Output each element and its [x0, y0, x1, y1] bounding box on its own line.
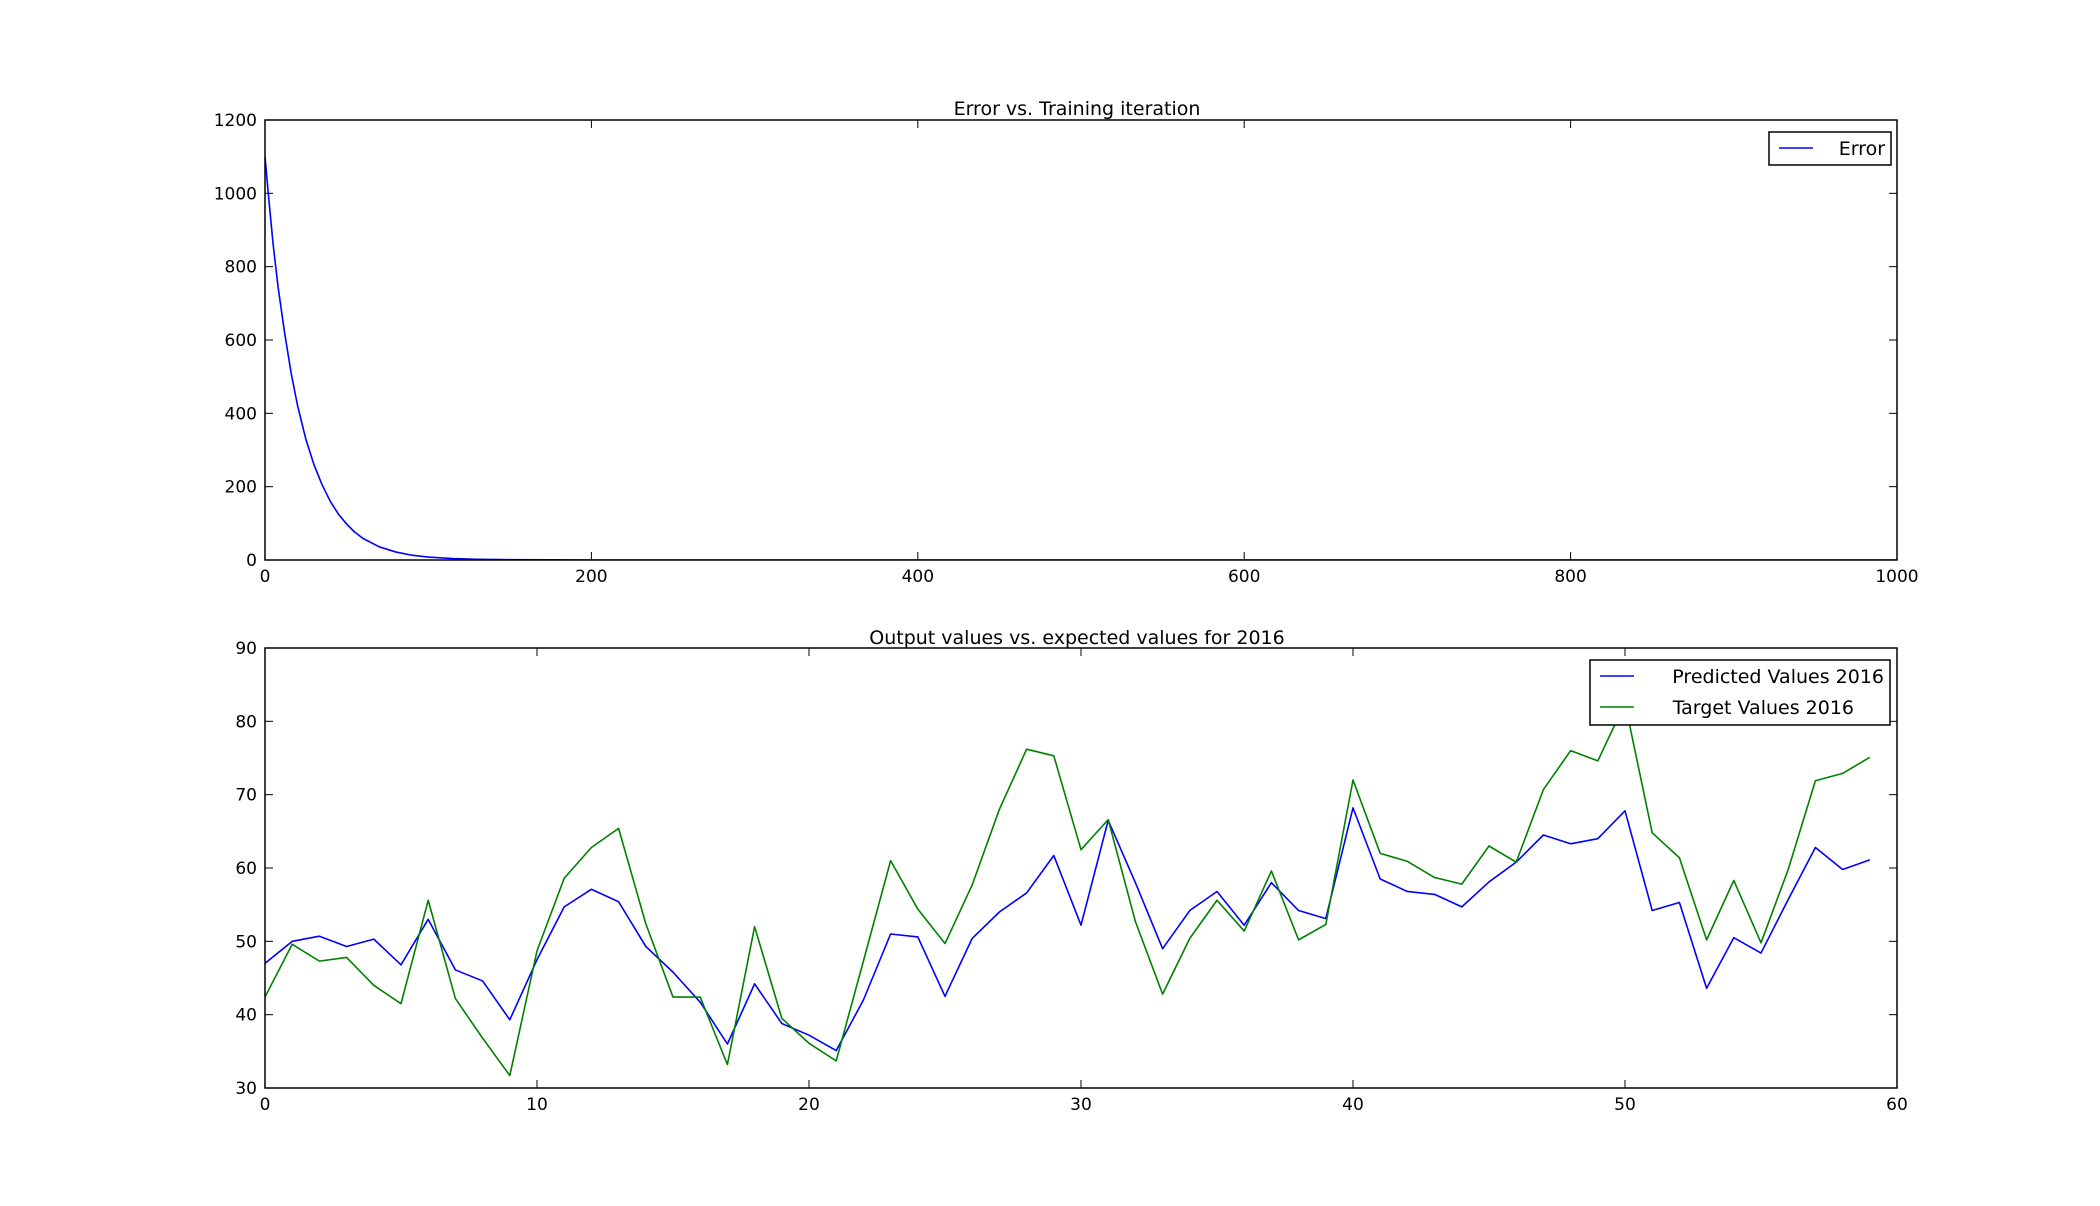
prediction-chart-x-tick-label: 20 — [798, 1095, 820, 1115]
error-chart-x-tick-label: 600 — [1228, 567, 1260, 587]
prediction-chart-x-tick-label: 40 — [1342, 1095, 1364, 1115]
prediction-chart-title: Output values vs. expected values for 20… — [869, 627, 1285, 649]
error-chart-legend: Error — [1768, 131, 1892, 166]
error-chart-y-tick-label: 1000 — [214, 184, 257, 204]
error-chart-title: Error vs. Training iteration — [954, 98, 1201, 120]
prediction-chart-x-tick-label: 0 — [260, 1095, 271, 1115]
prediction-chart: Output values vs. expected values for 20… — [235, 627, 1907, 1115]
prediction-chart-y-tick-label: 90 — [235, 639, 257, 659]
legend-label-error: Error — [1839, 138, 1886, 160]
error-chart-y-tick-label: 600 — [225, 331, 257, 351]
prediction-chart-x-tick-label: 60 — [1886, 1095, 1908, 1115]
prediction-chart-y-tick-label: 60 — [235, 859, 257, 879]
error-chart-y-tick-label: 400 — [225, 404, 257, 424]
prediction-chart-x-tick-label: 10 — [526, 1095, 548, 1115]
prediction-chart-legend: Predicted Values 2016 Target Values 2016 — [1589, 659, 1891, 726]
legend-label-predicted: Predicted Values 2016 — [1672, 666, 1884, 688]
prediction-chart-x-tick-label: 50 — [1614, 1095, 1636, 1115]
error-chart-y-tick-label: 800 — [225, 258, 257, 278]
prediction-chart-y-tick-label: 40 — [235, 1006, 257, 1026]
prediction-chart-y-tick-label: 80 — [235, 712, 257, 732]
prediction-chart-series-target-values-2016 — [265, 702, 1871, 1077]
legend-label-target: Target Values 2016 — [1672, 697, 1854, 719]
error-chart-x-tick-label: 200 — [575, 567, 607, 587]
prediction-chart-y-tick-label: 70 — [235, 786, 257, 806]
prediction-chart-y-tick-label: 50 — [235, 932, 257, 952]
error-chart-x-tick-label: 0 — [260, 567, 271, 587]
error-chart-x-tick-label: 1000 — [1875, 567, 1918, 587]
error-chart-x-tick-label: 800 — [1554, 567, 1586, 587]
prediction-chart-y-tick-label: 30 — [235, 1079, 257, 1099]
prediction-chart-legend-box — [1589, 659, 1891, 726]
error-chart-y-tick-label: 1200 — [214, 111, 257, 131]
prediction-chart-x-tick-label: 30 — [1070, 1095, 1092, 1115]
error-chart-y-tick-label: 0 — [246, 551, 257, 571]
error-chart-y-tick-label: 200 — [225, 478, 257, 498]
error-chart-x-tick-label: 400 — [902, 567, 934, 587]
error-chart: Error vs. Training iteration 0 200 400 600 8… — [214, 98, 1919, 587]
error-chart-series-error — [265, 156, 1897, 560]
